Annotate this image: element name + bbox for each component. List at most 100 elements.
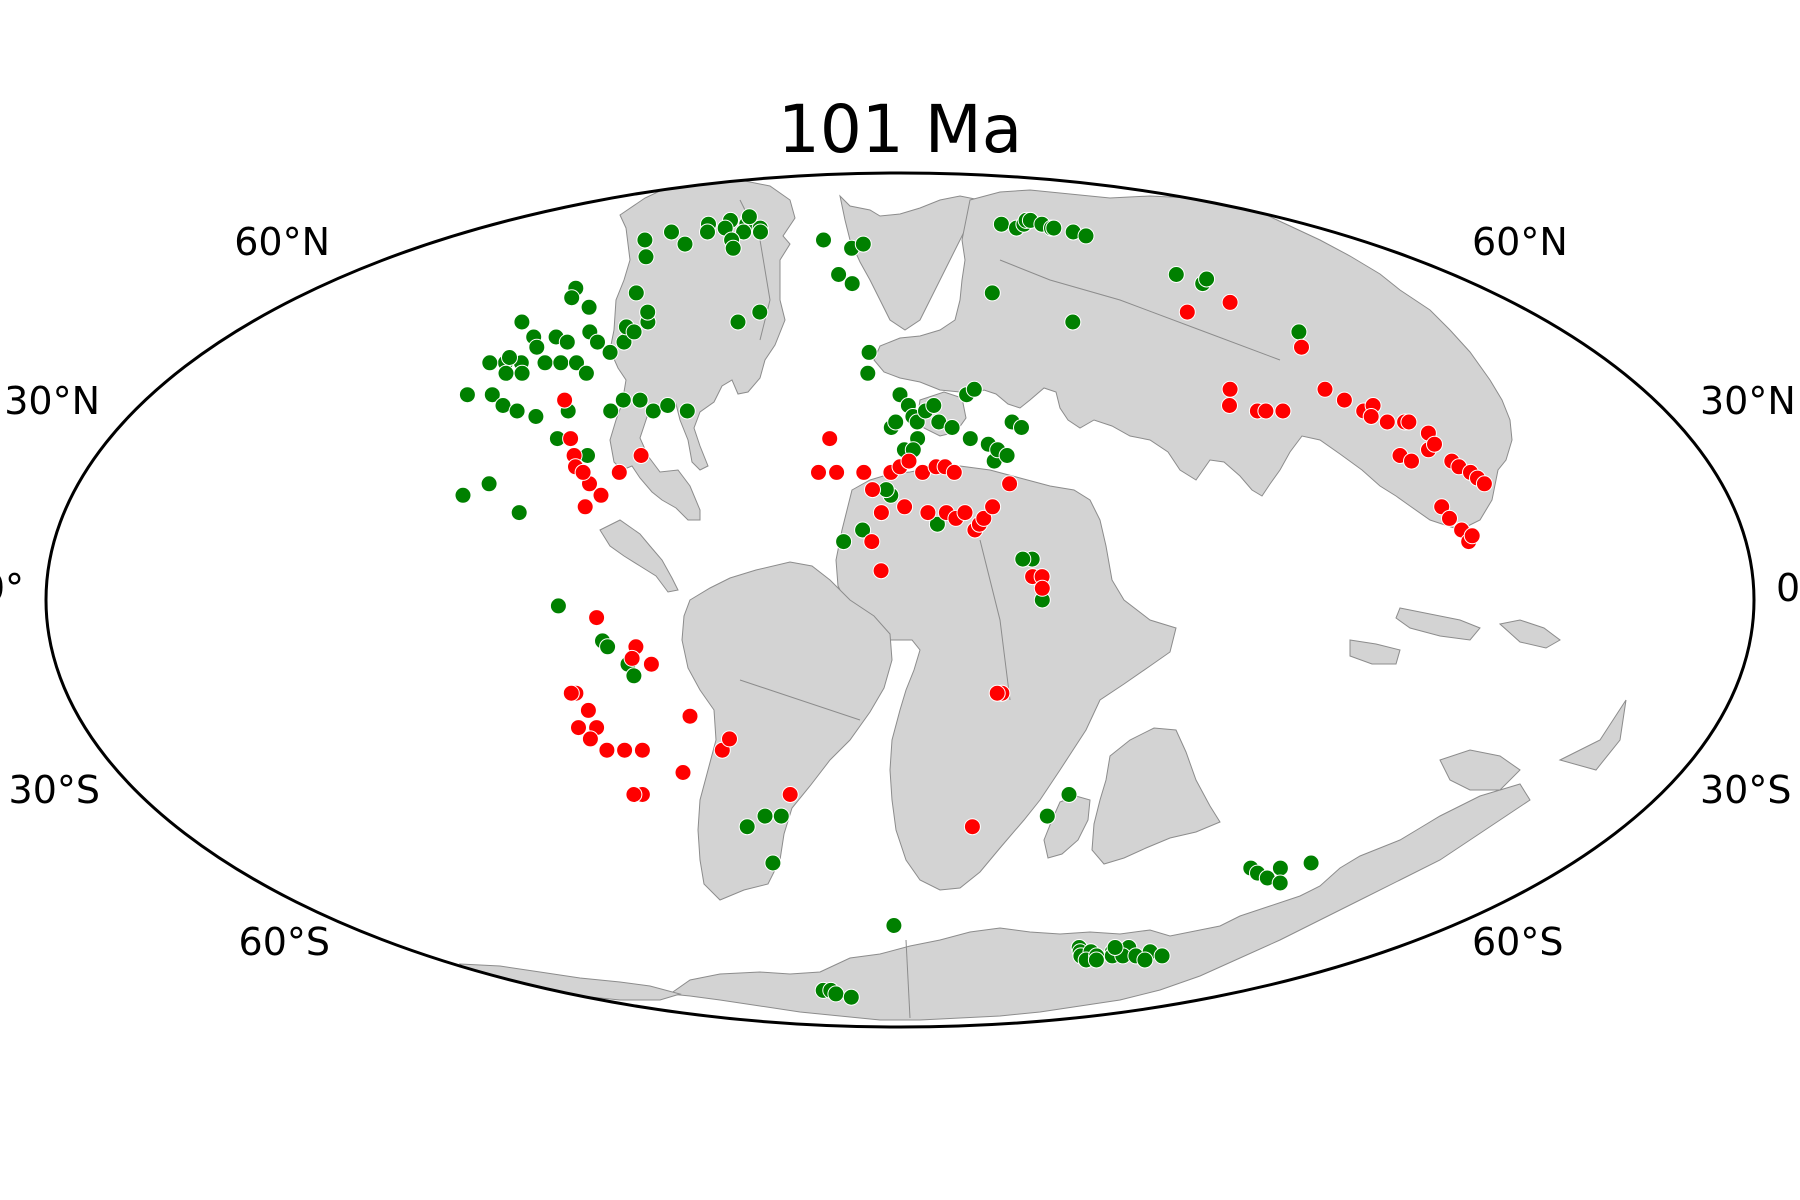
green-point-19 bbox=[627, 284, 645, 302]
red-point-63 bbox=[1293, 338, 1310, 356]
plate-boundary-4 bbox=[739, 679, 861, 721]
red-point-59 bbox=[988, 684, 1006, 702]
red-point-26 bbox=[956, 504, 974, 522]
green-point-56 bbox=[480, 475, 498, 493]
red-point-68 bbox=[1362, 408, 1380, 425]
red-point-1 bbox=[562, 430, 580, 448]
red-point-16 bbox=[900, 452, 918, 470]
green-point-42 bbox=[458, 386, 476, 404]
green-point-90 bbox=[961, 430, 979, 448]
lat-label-0-right: 0° bbox=[1776, 566, 1800, 610]
red-point-9 bbox=[574, 463, 592, 481]
landmass-north-america bbox=[609, 179, 796, 521]
green-point-24 bbox=[558, 333, 576, 351]
green-point-49 bbox=[614, 391, 632, 409]
green-point-124 bbox=[1060, 786, 1078, 803]
red-point-11 bbox=[828, 463, 846, 481]
lat-label-30s-left: 30°S bbox=[9, 768, 100, 812]
red-point-12 bbox=[855, 463, 873, 481]
green-point-44 bbox=[494, 397, 512, 414]
green-point-62 bbox=[815, 231, 832, 249]
green-point-52 bbox=[659, 397, 677, 414]
green-point-130 bbox=[1271, 874, 1289, 892]
landmass-africa bbox=[835, 465, 1177, 891]
green-point-115 bbox=[549, 597, 567, 615]
red-point-44 bbox=[579, 701, 597, 719]
green-point-95 bbox=[854, 521, 872, 539]
green-point-2 bbox=[699, 223, 716, 241]
red-point-23 bbox=[919, 504, 937, 522]
latitude-labels: 60°N 60°N 30°N 30°N 0° 0° 30°S 30°S 60°S… bbox=[0, 220, 1800, 964]
green-point-111 bbox=[1167, 266, 1185, 283]
green-point-50 bbox=[631, 391, 649, 409]
lat-label-60n-left: 60°N bbox=[234, 220, 330, 264]
green-point-139 bbox=[1087, 951, 1105, 969]
red-point-4 bbox=[610, 463, 628, 481]
green-point-113 bbox=[1198, 270, 1216, 288]
green-point-129 bbox=[1271, 859, 1289, 877]
red-point-0 bbox=[556, 391, 574, 409]
lat-label-60s-right: 60°S bbox=[1472, 920, 1563, 964]
landmass-pacific-plateau bbox=[1558, 699, 1627, 771]
green-point-39 bbox=[497, 364, 515, 382]
green-point-64 bbox=[854, 235, 872, 253]
green-point-106 bbox=[1045, 219, 1063, 237]
green-point-51 bbox=[644, 402, 662, 420]
green-point-0 bbox=[663, 223, 680, 241]
green-point-68 bbox=[860, 343, 878, 361]
green-point-125 bbox=[1038, 807, 1056, 825]
green-point-99 bbox=[992, 215, 1010, 233]
red-point-30 bbox=[984, 498, 1002, 516]
green-point-61 bbox=[751, 303, 769, 321]
lat-label-60s-left: 60°S bbox=[239, 920, 330, 964]
green-point-89 bbox=[1013, 419, 1030, 436]
green-point-9 bbox=[752, 223, 769, 241]
red-point-90 bbox=[1257, 402, 1275, 420]
green-point-13 bbox=[636, 231, 654, 249]
green-point-65 bbox=[830, 266, 848, 283]
landmass-antarctica-australia bbox=[668, 783, 1531, 1021]
map-title: 101 Ma bbox=[778, 91, 1022, 168]
green-point-93 bbox=[928, 515, 946, 533]
red-point-87 bbox=[1221, 380, 1239, 398]
green-point-121 bbox=[738, 818, 756, 836]
red-point-86 bbox=[1463, 527, 1481, 545]
plate-boundary-2 bbox=[999, 259, 1281, 361]
red-point-22 bbox=[896, 498, 914, 516]
landmass-group bbox=[458, 179, 1627, 1021]
green-point-148 bbox=[1106, 939, 1124, 956]
red-point-51 bbox=[674, 764, 692, 781]
green-point-20 bbox=[513, 313, 531, 331]
green-point-14 bbox=[740, 208, 758, 226]
green-point-94 bbox=[835, 533, 853, 551]
green-point-87 bbox=[998, 447, 1016, 464]
green-point-122 bbox=[756, 807, 774, 825]
red-point-7 bbox=[576, 498, 594, 516]
green-point-147 bbox=[1153, 947, 1171, 965]
red-point-50 bbox=[633, 741, 651, 759]
red-point-8 bbox=[592, 486, 610, 504]
red-point-57 bbox=[781, 786, 799, 803]
green-point-32 bbox=[601, 343, 619, 361]
red-point-31 bbox=[1001, 475, 1019, 493]
red-point-83 bbox=[1441, 509, 1458, 527]
green-point-57 bbox=[454, 486, 472, 504]
green-point-31 bbox=[568, 354, 585, 372]
green-point-58 bbox=[510, 504, 528, 522]
lat-label-0-left: 0° bbox=[0, 566, 24, 610]
green-point-59 bbox=[639, 303, 657, 321]
green-point-11 bbox=[724, 239, 742, 257]
green-point-43 bbox=[483, 386, 501, 404]
plate-boundary-5 bbox=[905, 939, 911, 1019]
landmass-greenland-arctic bbox=[839, 194, 981, 331]
green-point-33 bbox=[577, 364, 595, 382]
red-point-60 bbox=[963, 818, 981, 836]
lat-label-30n-right: 30°N bbox=[1700, 379, 1796, 423]
green-point-76 bbox=[943, 419, 961, 436]
red-point-38 bbox=[588, 609, 606, 627]
green-point-37 bbox=[481, 354, 499, 372]
green-point-146 bbox=[1136, 951, 1154, 969]
red-point-81 bbox=[1403, 452, 1420, 470]
red-point-13 bbox=[864, 481, 881, 499]
